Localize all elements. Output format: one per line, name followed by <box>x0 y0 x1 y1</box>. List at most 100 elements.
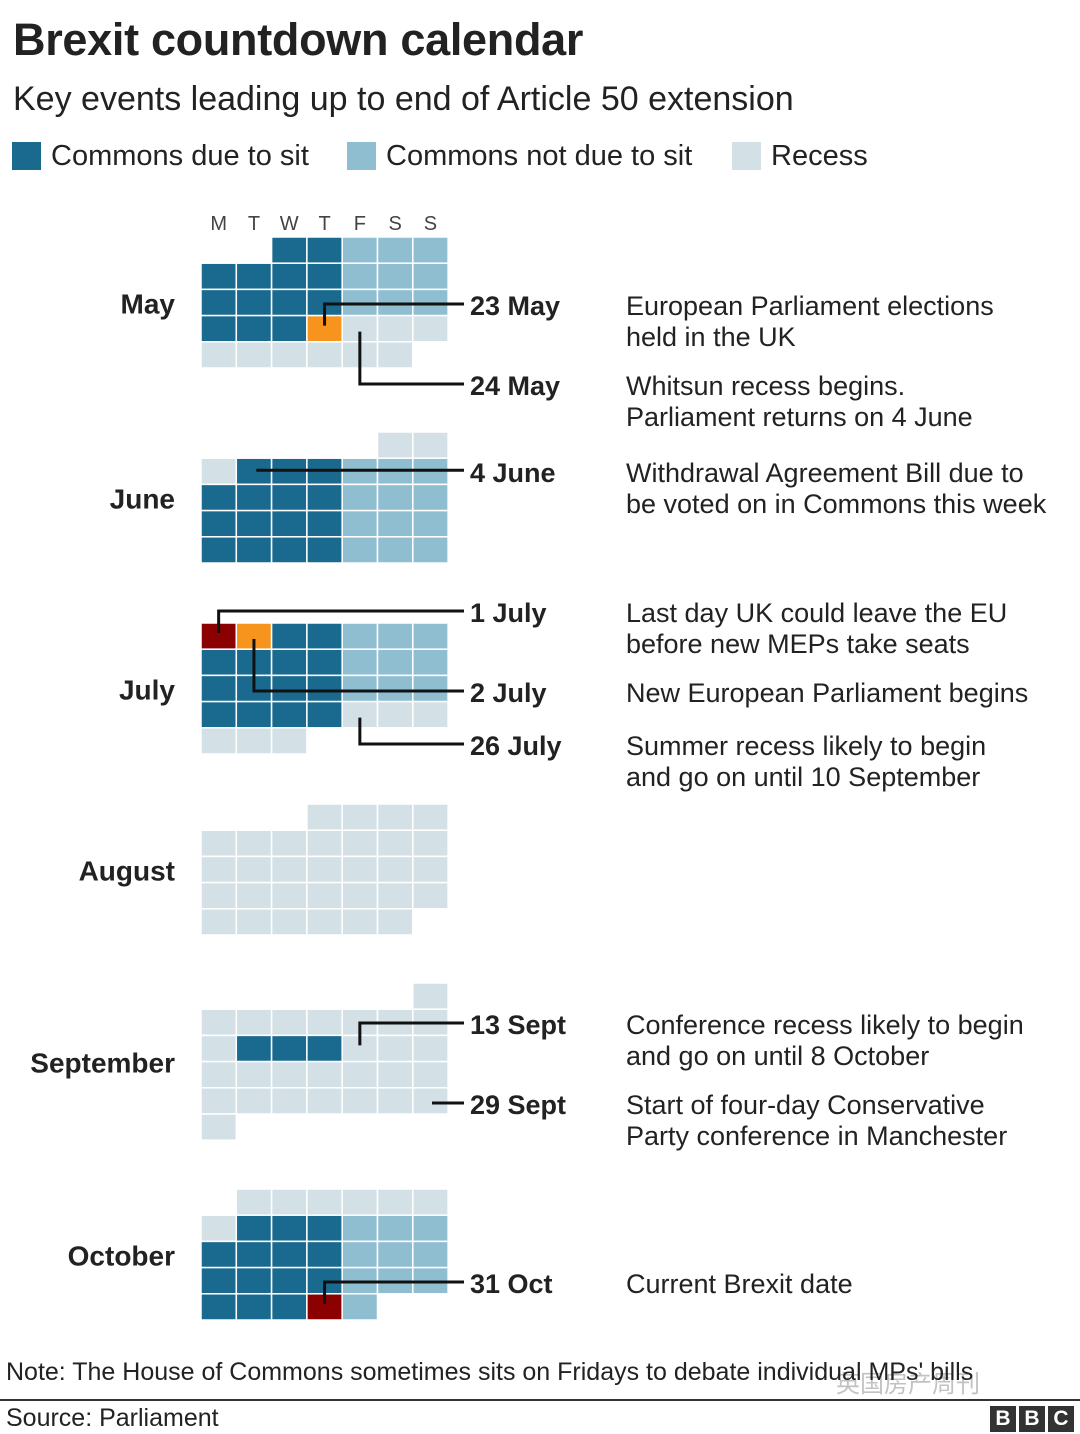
watermark: 英国房产周刊 <box>836 1371 980 1398</box>
day-cell <box>235 727 273 755</box>
day-cell <box>376 674 414 703</box>
day-cell <box>376 1188 414 1216</box>
day-cell <box>235 536 273 564</box>
day-cell <box>270 536 308 564</box>
day-cell <box>341 536 379 564</box>
day-cell <box>270 236 308 264</box>
day-cell <box>270 1008 308 1037</box>
day-cell <box>412 622 449 650</box>
day-cell <box>412 1060 449 1089</box>
day-cell <box>270 1060 308 1089</box>
day-cell <box>270 727 308 755</box>
day-cell <box>200 881 238 910</box>
weekday-label: W <box>280 213 299 235</box>
day-cell <box>200 1214 238 1243</box>
day-cell <box>270 855 308 884</box>
event-date-label: 1 July <box>470 598 547 628</box>
day-cell <box>341 674 379 703</box>
day-cell <box>200 262 238 291</box>
event-description: Conference recess likely to begin <box>626 1010 1024 1040</box>
event-date-label: 2 July <box>470 678 547 708</box>
day-cell <box>306 674 343 703</box>
day-cell <box>341 829 379 858</box>
weekday-label: F <box>354 213 366 235</box>
day-cell <box>306 1034 343 1063</box>
day-cell <box>270 1266 308 1295</box>
day-cell <box>341 509 379 538</box>
day-cell <box>235 288 273 317</box>
day-cell <box>235 1188 273 1216</box>
day-cell <box>200 674 238 703</box>
weekday-label: S <box>424 213 437 235</box>
day-cell <box>306 648 343 677</box>
event-connector <box>358 717 464 746</box>
event-description: before new MEPs take seats <box>626 629 970 659</box>
day-cell <box>341 262 379 291</box>
legend-label-recess: Recess <box>771 140 868 172</box>
day-cell <box>235 483 273 512</box>
day-cell <box>412 1034 449 1063</box>
day-cell <box>412 1188 449 1216</box>
day-cell <box>270 1087 308 1115</box>
event-description: and go on until 10 September <box>626 762 980 792</box>
day-cell <box>412 700 449 729</box>
day-cell <box>341 908 379 936</box>
day-cell <box>235 908 273 936</box>
month-label: June <box>110 484 175 515</box>
day-cell <box>306 1008 343 1037</box>
day-cell <box>412 1240 449 1269</box>
day-cell <box>235 1087 273 1115</box>
weekday-label: S <box>388 213 401 235</box>
day-cell <box>200 1240 238 1269</box>
day-cell <box>235 881 273 910</box>
event-connector <box>323 302 464 326</box>
day-cell <box>412 1087 449 1115</box>
day-cell <box>376 829 414 858</box>
day-cell <box>376 483 414 512</box>
day-cell <box>200 483 238 512</box>
day-cell <box>200 648 238 677</box>
day-cell <box>341 648 379 677</box>
day-cell <box>306 262 343 291</box>
event-description: Withdrawal Agreement Bill due to <box>626 458 1024 488</box>
day-cell <box>270 648 308 677</box>
event-description: held in the UK <box>626 322 796 352</box>
day-cell <box>200 1060 238 1089</box>
bbc-logo-letter: C <box>1048 1406 1074 1432</box>
event-date-label: 13 Sept <box>470 1010 566 1040</box>
event-date-label: 26 July <box>470 731 562 761</box>
legend-label-sit: Commons due to sit <box>51 140 309 172</box>
day-cell <box>200 1266 238 1295</box>
day-cell <box>200 855 238 884</box>
day-cell <box>235 1293 273 1321</box>
day-cell <box>376 700 414 729</box>
day-cell <box>200 314 238 343</box>
day-cell <box>376 536 414 564</box>
event-date-label: 4 June <box>470 458 556 488</box>
event-description: Start of four-day Conservative <box>626 1090 985 1120</box>
event-description: Summer recess likely to begin <box>626 731 986 761</box>
event-connector <box>358 331 464 386</box>
day-cell <box>200 509 238 538</box>
chart-title: Brexit countdown calendar <box>13 14 584 65</box>
event-description: Last day UK could leave the EU <box>626 598 1007 628</box>
weekday-label: T <box>318 213 330 235</box>
day-cell <box>200 1293 238 1321</box>
day-cell <box>306 1240 343 1269</box>
day-cell <box>341 1087 379 1115</box>
day-cell <box>306 700 343 729</box>
day-cell <box>270 288 308 317</box>
day-cell <box>306 855 343 884</box>
day-cell <box>376 341 414 369</box>
day-cell <box>235 700 273 729</box>
day-cell <box>306 1214 343 1243</box>
day-cell <box>412 236 449 264</box>
day-cell <box>306 803 343 831</box>
day-cell <box>376 1034 414 1063</box>
day-cell <box>270 881 308 910</box>
day-cell <box>341 1214 379 1243</box>
day-cell <box>200 727 238 755</box>
day-cell <box>306 881 343 910</box>
day-cell <box>270 829 308 858</box>
event-connector <box>217 609 464 633</box>
